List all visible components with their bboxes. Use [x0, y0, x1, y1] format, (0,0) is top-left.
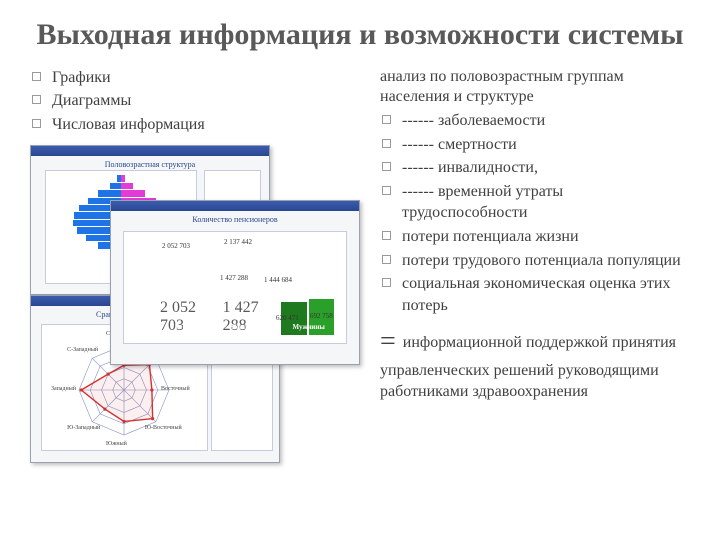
list-item: потери потенциала жизни — [380, 226, 690, 248]
window-body: Количество пенсионеров 2 052 703Всего1 4… — [111, 211, 359, 364]
list-item: ------ смертности — [380, 134, 690, 156]
chart-title: Половозрастная структура — [31, 160, 269, 169]
slide-title: Выходная информация и возможности систем… — [30, 18, 690, 53]
columns: Графики Диаграммы Числовая информация По… — [30, 67, 690, 446]
list-item: ------ инвалидности, — [380, 157, 690, 179]
conclusion-text: = информационной поддержкой принятия упр… — [380, 324, 690, 402]
list-item: ------ временной утраты трудоспособности — [380, 181, 690, 224]
bar-chart: 2 052 703Всего1 427 288ЖенщиныМужчины 2 … — [123, 231, 347, 344]
list-item: потери трудового потенциала популяции — [380, 250, 690, 272]
left-bullet-list: Графики Диаграммы Числовая информация — [30, 67, 360, 136]
window-titlebar — [111, 201, 359, 211]
list-item: Графики — [30, 67, 360, 89]
chart-title: Количество пенсионеров — [111, 215, 359, 224]
list-item: Числовая информация — [30, 114, 360, 136]
list-item: социальная экономическая оценка этих пот… — [380, 273, 690, 316]
slide: Выходная информация и возможности систем… — [0, 0, 720, 540]
intro-text: анализ по половозрастным группам населен… — [380, 67, 690, 109]
left-column: Графики Диаграммы Числовая информация По… — [30, 67, 360, 446]
thumb-bar-window: Количество пенсионеров 2 052 703Всего1 4… — [110, 200, 360, 365]
equals-sign: = — [380, 326, 403, 357]
bar-group: 2 052 703Всего1 427 288ЖенщиныМужчины — [156, 240, 336, 335]
thumbnail-collage: Половозрастная структура Сравнение смерт… — [30, 145, 360, 445]
right-bullet-list: ------ заболеваемости ------ смертности … — [380, 110, 690, 316]
list-item: ------ заболеваемости — [380, 110, 690, 132]
list-item: Диаграммы — [30, 90, 360, 112]
window-titlebar — [31, 146, 269, 156]
conclusion-body: информационной поддержкой принятия управ… — [380, 334, 676, 399]
right-column: анализ по половозрастным группам населен… — [380, 67, 690, 446]
